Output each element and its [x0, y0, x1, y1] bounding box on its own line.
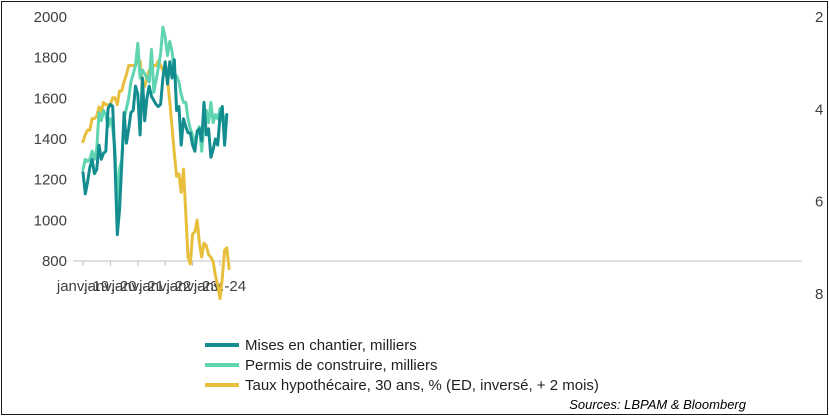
left-y-axis-ticks: 800 1000 1200 1400 1600 1800 2000: [34, 9, 67, 270]
right-y-axis-ticks: 2 4 6 8: [815, 9, 823, 303]
right-y-tick-label: 4: [815, 101, 823, 118]
x-tick-label: janv.-19: [56, 278, 109, 295]
x-axis-ticks: janv.-19janv.-20janv.-21janv.-22janv.-23…: [56, 261, 246, 295]
legend-label-1: Permis de construire, milliers: [245, 357, 438, 374]
series-line-0: [81, 58, 229, 237]
left-y-tick-label: 1000: [34, 212, 67, 229]
series-lines: [81, 25, 231, 301]
left-y-tick-label: 1800: [34, 50, 67, 67]
left-y-tick-label: 1200: [34, 172, 67, 189]
x-tick-label: janv.-23: [165, 278, 218, 295]
left-y-tick-label: 800: [42, 253, 67, 270]
legend-item-0: Mises en chantier, milliers: [205, 337, 417, 354]
right-y-tick-label: 6: [815, 194, 823, 211]
legend-item-1: Permis de construire, milliers: [205, 357, 438, 374]
series-line-2: [81, 59, 231, 301]
right-y-tick-label: 8: [815, 286, 823, 303]
legend-label-0: Mises en chantier, milliers: [245, 337, 417, 354]
legend: Mises en chantier, milliers Permis de co…: [205, 337, 599, 394]
legend-item-2: Taux hypothécaire, 30 ans, % (ED, invers…: [205, 377, 599, 394]
right-y-tick-label: 2: [815, 9, 823, 26]
left-y-tick-label: 1600: [34, 90, 67, 107]
x-tick-label: janv.-20: [83, 278, 136, 295]
left-y-tick-label: 1400: [34, 131, 67, 148]
legend-label-2: Taux hypothécaire, 30 ans, % (ED, invers…: [245, 377, 599, 394]
source-note: Sources: LBPAM & Bloomberg: [569, 397, 747, 412]
x-tick-label: janv.-22: [138, 278, 191, 295]
left-y-tick-label: 2000: [34, 9, 67, 26]
x-tick-label: janv.-21: [111, 278, 164, 295]
